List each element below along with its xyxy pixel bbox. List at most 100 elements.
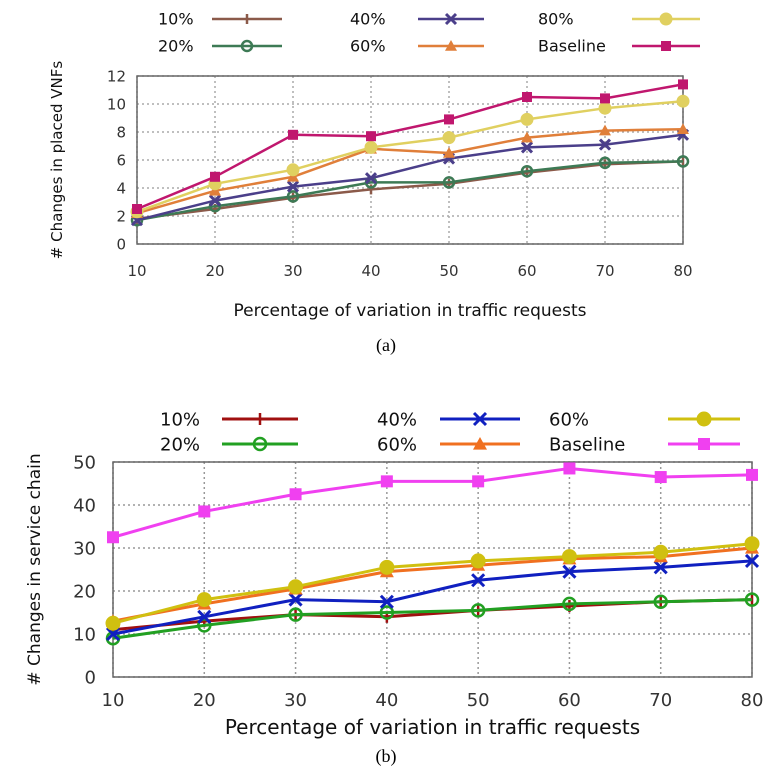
legend-marker — [444, 12, 458, 26]
legend-label: 80% — [538, 10, 574, 29]
legend-item: Baseline — [549, 434, 740, 455]
marker-square — [107, 531, 119, 544]
legend-marker — [661, 41, 671, 51]
y-tick-label: 20 — [73, 581, 96, 602]
legend-item: 40% — [377, 409, 520, 430]
marker-square — [661, 41, 671, 51]
marker-triangle — [599, 124, 611, 136]
plot-frame — [112, 461, 753, 678]
marker-square — [198, 505, 211, 518]
series-line — [136, 133, 684, 222]
marker-x-b — [472, 411, 488, 427]
legend-item: 80% — [538, 10, 700, 29]
marker-circle — [379, 559, 395, 575]
marker-square — [444, 114, 454, 125]
series-line — [112, 466, 753, 539]
data-point — [744, 536, 760, 552]
legend-label: 10% — [160, 409, 200, 430]
data-point — [678, 79, 688, 90]
legend-marker — [696, 411, 712, 427]
legend-item: Baseline — [538, 37, 700, 56]
marker-circle — [744, 536, 760, 552]
series-line — [112, 598, 753, 640]
y-axis: 0 2 4 6 8 10 12 — [107, 67, 126, 253]
data-point — [522, 92, 532, 102]
marker-square — [210, 171, 220, 182]
data-point — [288, 607, 303, 622]
legend-label: 10% — [158, 10, 194, 29]
data-point — [288, 579, 304, 595]
marker-triangle — [473, 437, 487, 450]
legend-label: 40% — [377, 409, 417, 430]
data-point — [105, 615, 121, 631]
legend-label: 60% — [350, 37, 386, 56]
marker-x-b — [471, 573, 486, 588]
marker-circle-open — [520, 164, 534, 178]
series-4 — [105, 536, 760, 631]
series-line — [136, 83, 684, 211]
data-point — [746, 468, 758, 481]
data-point — [598, 138, 612, 151]
marker-circle-open — [470, 603, 486, 618]
marker-x-b — [744, 553, 760, 568]
x-tick-label: 60 — [558, 690, 581, 711]
y-tick-label: 40 — [73, 495, 96, 516]
legend-label: Baseline — [549, 434, 625, 455]
marker-triangle — [521, 131, 533, 143]
y-tick-label: 4 — [116, 179, 126, 197]
data-point — [744, 553, 760, 568]
x-axis: 10 20 30 40 50 60 70 80 — [127, 262, 692, 280]
x-tick-label: 10 — [102, 690, 125, 711]
y-tick-label: 30 — [73, 538, 96, 559]
marker-circle-open — [676, 155, 690, 168]
x-tick-label: 30 — [283, 262, 302, 280]
legend: 10% 20% 40% 60% 80% Baseline — [158, 10, 700, 56]
data-point — [379, 605, 395, 620]
marker-circle-open — [744, 592, 760, 607]
data-point — [563, 462, 576, 475]
legend-label: 40% — [350, 10, 386, 29]
data-point — [562, 564, 577, 579]
data-point — [472, 475, 485, 488]
legend-marker — [445, 40, 457, 51]
data-point — [561, 549, 577, 565]
marker-triangle — [443, 147, 455, 158]
data-point — [599, 124, 611, 136]
data-point — [562, 596, 577, 612]
legend-item: 20% — [158, 37, 282, 56]
data-point — [470, 553, 486, 569]
data-point — [288, 129, 298, 140]
x-tick-label: 30 — [284, 690, 307, 711]
data-point — [364, 172, 378, 185]
legend-item: 60% — [549, 409, 740, 430]
data-point — [744, 592, 760, 607]
marker-x-b — [197, 609, 212, 624]
y-tick-label: 2 — [116, 207, 126, 225]
legend-marker — [252, 436, 268, 452]
y-axis-label: # Changes in placed VNFs — [48, 61, 66, 260]
marker-circle — [105, 615, 121, 631]
x-tick-label: 70 — [649, 690, 672, 711]
marker-circle — [288, 579, 304, 595]
chart-panel-a: 0 2 4 6 8 10 12 10 20 30 40 50 60 70 80 Percentage of v… — [48, 10, 700, 356]
data-point — [598, 156, 612, 170]
series-line — [136, 127, 684, 215]
marker-circle-open — [288, 607, 303, 622]
marker-circle — [676, 94, 690, 108]
legend-item: 10% — [160, 409, 298, 430]
series-line — [136, 160, 684, 221]
x-axis-label: Percentage of variation in traffic reque… — [233, 301, 586, 321]
marker-circle-open — [197, 618, 212, 633]
y-tick-label: 12 — [107, 67, 126, 85]
series-5 — [132, 79, 688, 214]
marker-circle — [286, 163, 300, 177]
marker-x-b — [208, 194, 222, 207]
marker-square — [522, 92, 532, 102]
data-point — [286, 190, 300, 203]
series-line — [136, 160, 684, 222]
marker-circle-open — [598, 156, 612, 170]
marker-circle — [696, 411, 712, 427]
data-point — [380, 475, 393, 488]
data-point — [198, 505, 211, 518]
marker-square — [746, 468, 758, 481]
